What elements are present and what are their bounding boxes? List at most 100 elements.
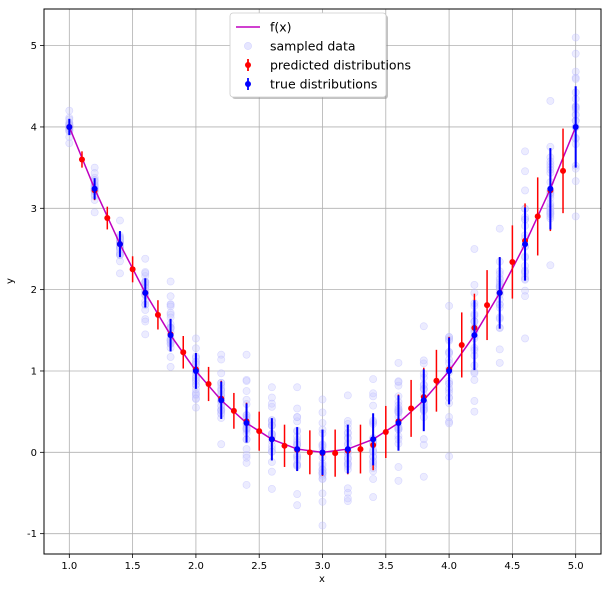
legend-label: true distributions xyxy=(270,77,377,92)
sampled-point xyxy=(293,413,302,422)
sampled-point xyxy=(242,480,251,489)
sampled-point xyxy=(571,49,580,58)
y-tick-label: 1 xyxy=(31,366,37,377)
x-tick-label: 2.0 xyxy=(188,561,204,572)
true-point xyxy=(268,436,275,443)
true-point xyxy=(547,185,554,192)
true-point xyxy=(496,289,503,296)
sampled-point xyxy=(521,186,529,195)
sampled-point xyxy=(343,494,352,503)
legend: f(x) sampled data predicted distributions t… xyxy=(229,12,411,99)
sampled-point xyxy=(192,344,200,353)
sampled-point xyxy=(141,315,150,324)
sampled-point xyxy=(571,212,580,221)
true-point xyxy=(370,436,377,443)
sampled-point xyxy=(318,408,327,417)
sampled-point xyxy=(217,350,226,359)
sampled-point xyxy=(192,391,200,400)
sampled-point xyxy=(242,453,251,462)
sampled-point xyxy=(394,463,403,471)
sampled-point xyxy=(369,389,378,398)
predicted-point xyxy=(332,450,339,457)
sampled-point xyxy=(267,467,276,476)
y-axis-label: y xyxy=(5,278,16,284)
sampled-point xyxy=(318,497,327,506)
predicted-point xyxy=(281,442,288,449)
sampled-point xyxy=(192,390,200,399)
predicted-point xyxy=(458,341,465,348)
predicted-point xyxy=(433,377,440,384)
sampled-point xyxy=(166,277,175,286)
x-tick-label: 3.5 xyxy=(378,561,394,572)
sampled-point xyxy=(369,475,378,483)
sampled-point xyxy=(293,490,302,498)
true-point xyxy=(91,185,98,192)
sampled-point xyxy=(369,401,378,410)
y-tick-label: 0 xyxy=(31,448,37,459)
sampled-point xyxy=(242,451,251,459)
true-point xyxy=(66,123,73,130)
x-tick-label: 5.0 xyxy=(568,561,584,572)
sampled-point xyxy=(116,269,124,278)
legend-point-swatch xyxy=(245,81,251,87)
sampled-point xyxy=(521,334,529,343)
legend-point-swatch xyxy=(245,62,251,68)
sampled-point xyxy=(343,417,352,425)
true-point xyxy=(142,289,149,296)
x-tick-label: 1.5 xyxy=(125,561,141,572)
sampled-point xyxy=(394,378,403,386)
sampled-point xyxy=(495,358,504,367)
x-tick-label: 3.0 xyxy=(315,561,331,572)
true-layer xyxy=(66,86,579,476)
sampled-point xyxy=(116,257,124,266)
sampled-point xyxy=(65,139,74,148)
sampled-point xyxy=(521,167,529,176)
predicted-point xyxy=(357,446,364,453)
sampled-point xyxy=(369,392,378,401)
legend-label: sampled data xyxy=(270,39,356,54)
predicted-point xyxy=(104,215,111,222)
sampled-point xyxy=(318,395,327,404)
sampled-point xyxy=(445,417,453,426)
true-point xyxy=(572,123,579,130)
y-tick-label: -1 xyxy=(27,529,37,540)
sampled-point xyxy=(242,387,251,395)
true-point xyxy=(243,420,250,427)
sampled-point xyxy=(293,383,302,392)
sampled-point xyxy=(242,377,251,385)
sampled-point xyxy=(192,388,200,397)
y-tick-label: 5 xyxy=(31,41,37,52)
sampled-point xyxy=(267,399,276,408)
true-point xyxy=(294,446,301,453)
sampled-point xyxy=(166,300,175,309)
true-point xyxy=(116,241,123,248)
sampled-point xyxy=(394,377,403,386)
predicted-point xyxy=(256,428,263,435)
true-point xyxy=(192,367,199,374)
sampled-point xyxy=(318,489,327,498)
true-point xyxy=(471,332,478,339)
predicted-point xyxy=(560,167,567,174)
sampled-point xyxy=(166,300,175,309)
true-point xyxy=(167,332,174,339)
predicted-point xyxy=(129,266,136,273)
sampled-point xyxy=(166,363,175,371)
sampled-point xyxy=(166,309,175,317)
sampled-point xyxy=(166,310,175,319)
sampled-point xyxy=(419,440,428,449)
sampled-point xyxy=(419,356,428,365)
sampled-point xyxy=(394,381,403,390)
x-tick-label: 4.0 xyxy=(441,561,457,572)
sampled-point xyxy=(242,376,251,384)
true-point xyxy=(522,241,529,248)
sampled-point xyxy=(521,292,529,301)
sampled-point xyxy=(192,403,200,412)
sampled-point xyxy=(394,358,403,367)
sampled-point xyxy=(419,359,428,368)
sampled-point xyxy=(293,413,302,421)
sampled-point xyxy=(445,413,453,421)
sampled-point xyxy=(141,268,150,276)
sampled-point xyxy=(267,402,276,411)
sampled-point xyxy=(571,67,580,76)
